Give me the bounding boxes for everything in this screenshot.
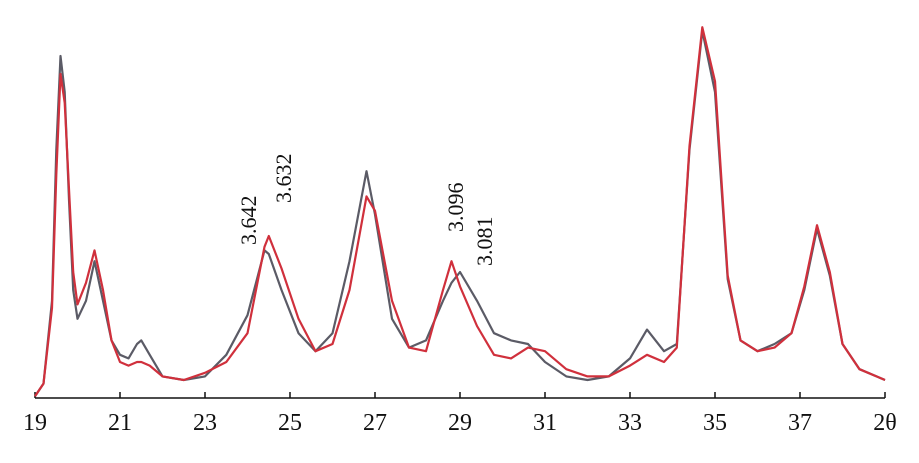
x-tick-label: 29 xyxy=(448,410,472,436)
peak-annotation: 3.081 xyxy=(472,217,497,267)
x-tick-label: 19 xyxy=(23,410,47,436)
x-tick-label: 2θ xyxy=(873,410,897,436)
x-tick-label: 31 xyxy=(533,410,557,436)
x-tick-label: 23 xyxy=(193,410,217,436)
series-line xyxy=(34,26,886,397)
x-tick-label: 33 xyxy=(618,410,642,436)
peak-annotation: 3.096 xyxy=(443,183,468,233)
x-tick-label: 37 xyxy=(788,410,812,436)
x-tick-label: 21 xyxy=(108,410,132,436)
x-tick-label: 35 xyxy=(703,410,727,436)
x-tick-label: 27 xyxy=(363,410,387,436)
peak-annotation: 3.642 xyxy=(236,196,261,246)
peak-annotation: 3.632 xyxy=(271,154,296,204)
x-tick-label: 25 xyxy=(278,410,302,436)
